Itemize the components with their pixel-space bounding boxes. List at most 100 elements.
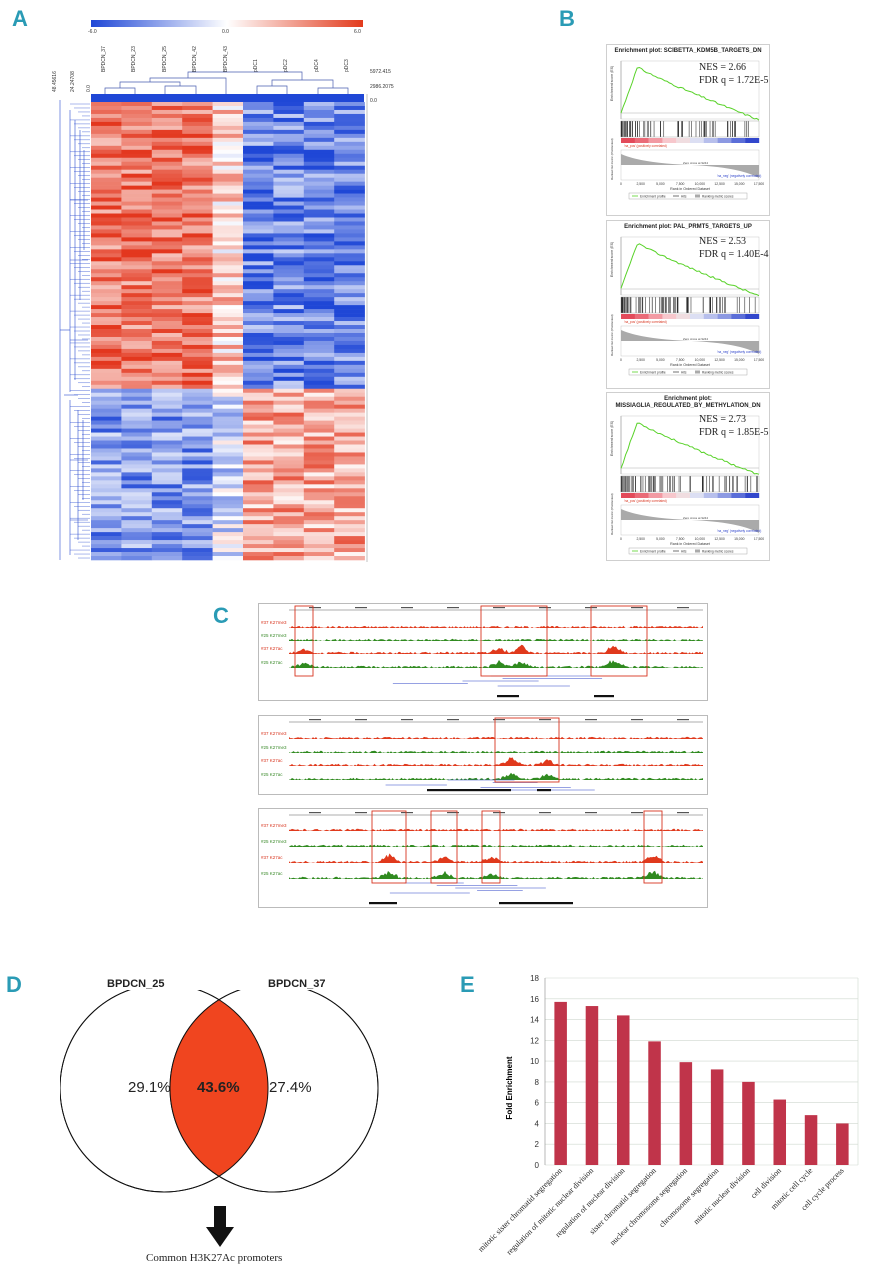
track-view-1-graph (289, 605, 703, 698)
bar (804, 1115, 818, 1165)
heatmap-cells (91, 94, 368, 562)
gsea-plot-2-title: Enrichment plot: PAL_PRMT5_TARGETS_UP (624, 224, 752, 230)
gsea-legend-profile: Enrichment profile (640, 370, 666, 374)
gsea-rank-metric (620, 325, 760, 357)
gsea-x-label: Rank in Ordered Dataset (670, 187, 710, 191)
gsea-neg-label: 'na_neg' (negatively correlated) (717, 174, 761, 178)
gsea-plot-1-fdr: FDR q = 1.72E-5 (699, 75, 769, 86)
gsea-neg-label: 'na_neg' (negatively correlated) (717, 350, 761, 354)
chip-signal-track (289, 844, 703, 847)
highlight-box (480, 605, 548, 677)
promoter-region-bar (497, 695, 519, 698)
venn-diagram (60, 990, 379, 1247)
y-tick-label: 16 (530, 995, 539, 1004)
sample-label: pDC3 (344, 59, 351, 72)
gsea-plot-3-graph: Enrichment score (ES) 'na_pos' (positivel… (610, 415, 764, 555)
promoter-region-bar (499, 902, 573, 905)
x-category-label: chromosome segregation (657, 1166, 720, 1229)
bar (648, 1041, 661, 1165)
gsea-rank-label: Ranked list metric (PreRanked) (610, 138, 614, 180)
y-tick-label: 10 (530, 1057, 539, 1066)
gsea-plot-1-graph: Enrichment score (ES) 'na_pos' (positivel… (610, 60, 764, 200)
highlight-box (643, 810, 663, 884)
track1-label-25-k27ac: #25 K27ac (261, 660, 283, 665)
gsea-x-label: Rank in Ordered Dataset (670, 363, 710, 367)
color-scale-bar (91, 20, 363, 27)
gsea-plot-2-fdr: FDR q = 1.40E-4 (699, 249, 769, 260)
down-arrow-icon (206, 1206, 234, 1247)
gsea-legend-hits: Hits (681, 549, 687, 553)
gsea-x-tick: 7,500 (676, 182, 685, 186)
scale-mid-label: 0.0 (222, 29, 229, 35)
gsea-x-tick: 5,000 (656, 537, 665, 541)
left-tick-top: 48.45616 (52, 71, 58, 92)
right-tick-bottom: 0.0 (370, 98, 377, 104)
gsea-x-tick: 5,000 (656, 182, 665, 186)
y-tick-label: 12 (530, 1036, 539, 1045)
gsea-plot-2-graph: Enrichment score (ES) 'na_pos' (positivel… (610, 236, 764, 376)
bar (742, 1081, 755, 1165)
gsea-plot-3: Enrichment plot: MISSIAGLIA_REGULATED_BY… (606, 392, 770, 561)
gsea-legend-metric: Ranking metric scores (702, 549, 734, 553)
gsea-legend-profile: Enrichment profile (640, 549, 666, 553)
track-view-2: #37 K27me3 #25 K27me3 #37 K27ac #25 K27a… (258, 715, 708, 795)
highlight-box (294, 605, 314, 677)
chip-signal-track (289, 870, 703, 879)
gsea-es-axes (620, 60, 760, 120)
sample-label: pDC1 (253, 59, 259, 72)
gsea-hit-bars (620, 121, 749, 137)
bar (710, 1069, 724, 1165)
gsea-x-tick: 2,500 (636, 182, 645, 186)
gsea-x-tick: 0 (620, 537, 622, 541)
bar (616, 1015, 630, 1165)
bar (585, 1006, 599, 1165)
gsea-x-tick: 2,500 (636, 537, 645, 541)
bar-chart-x-labels: mitotic sister chromatid segregationregu… (476, 1166, 845, 1257)
gsea-x-tick: 15,000 (734, 182, 744, 186)
track3-label-37-k27ac: #37 K27ac (261, 855, 283, 860)
highlight-box (481, 810, 501, 884)
gsea-enrichment-curve (620, 422, 760, 475)
chip-signal-track (289, 638, 703, 641)
highlight-box (371, 810, 407, 884)
venn-right-percent: 27.4% (269, 1079, 312, 1096)
row-dendrogram (59, 100, 88, 560)
gsea-x-tick: 0 (620, 358, 622, 362)
gsea-es-label: Enrichment score (ES) (610, 66, 614, 101)
track1-label-37-k27me3: #37 K27me3 (261, 620, 287, 625)
gsea-x-tick: 17,500 (754, 358, 764, 362)
gsea-plot-1: Enrichment plot: SCIBETTA_KDM5B_TARGETS_… (606, 44, 770, 216)
track1-label-25-k27me3: #25 K27me3 (261, 633, 287, 638)
track3-label-25-k27ac: #25 K27ac (261, 871, 283, 876)
chip-signal-track (289, 757, 703, 766)
track2-label-37-k27ac: #37 K27ac (261, 758, 283, 763)
track-view-3: #37 K27me3 #25 K27me3 #37 K27ac #25 K27a… (258, 808, 708, 908)
row-dendrogram-leaves (70, 103, 90, 559)
venn-overlap-region (170, 990, 268, 1192)
panel-letter-c: C (213, 603, 229, 628)
bar (679, 1062, 693, 1165)
column-dendrogram (104, 71, 349, 94)
gsea-pos-label: 'na_pos' (positively correlated) (624, 499, 667, 503)
panel-letter-d: D (6, 972, 22, 997)
y-tick-label: 14 (530, 1016, 539, 1025)
chip-signal-track (289, 853, 703, 863)
chip-signal-track (289, 736, 703, 739)
gsea-es-axes (620, 415, 760, 475)
gsea-pos-label: 'na_pos' (positively correlated) (624, 320, 667, 324)
gsea-x-tick: 10,000 (695, 182, 705, 186)
gsea-x-tick: 5,000 (656, 358, 665, 362)
sample-label: BPDCN_37 (101, 46, 107, 72)
track1-label-37-k27ac: #37 K27ac (261, 646, 283, 651)
chip-signal-track (289, 625, 703, 628)
gsea-plot-3-fdr: FDR q = 1.85E-5 (699, 427, 769, 438)
gsea-es-label: Enrichment score (ES) (610, 421, 614, 456)
gsea-rank-metric (620, 149, 760, 181)
chip-signal-track (289, 644, 703, 654)
gsea-legend-metric: Ranking metric scores (702, 194, 734, 198)
gsea-x-tick: 12,500 (714, 537, 724, 541)
gsea-x-tick: 17,500 (754, 537, 764, 541)
promoter-region-bar (537, 789, 551, 792)
heatmap-svg (59, 20, 368, 562)
y-tick-label: 18 (530, 974, 539, 983)
